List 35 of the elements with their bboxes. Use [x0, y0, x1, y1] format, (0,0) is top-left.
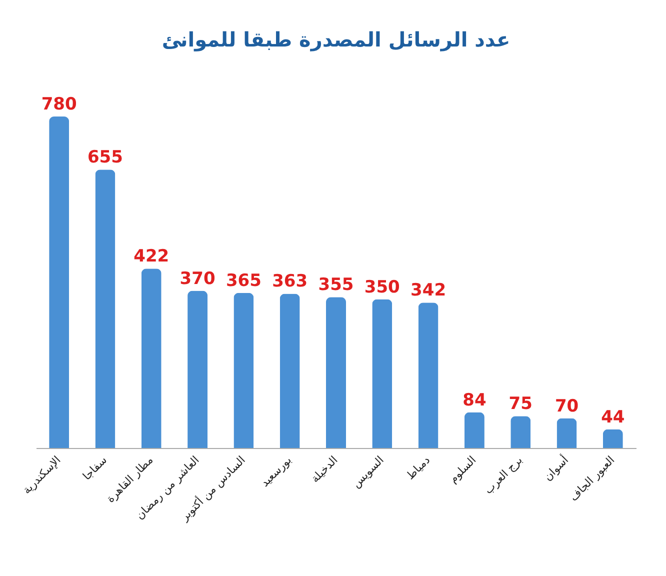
bar [95, 170, 116, 448]
x-tick-label: برج العرب [482, 454, 525, 497]
x-tick-label: سفاجا [80, 454, 110, 483]
data-label: 363 [272, 272, 308, 292]
x-tick-label: بورسعيد [258, 454, 294, 490]
data-label: 342 [410, 280, 446, 301]
data-label: 780 [41, 94, 77, 114]
data-label: 422 [134, 246, 170, 267]
data-label: 365 [226, 270, 262, 291]
x-tick-label: الإسكندرية [20, 454, 64, 497]
data-label: 350 [364, 277, 400, 298]
bar [372, 299, 392, 448]
x-tick-label: دمياط [404, 453, 433, 482]
chart-title: عدد الرسائل المصدرة طبقا للموانئ [162, 28, 510, 52]
bar [280, 294, 300, 448]
bar [326, 297, 346, 448]
bar [602, 429, 623, 448]
data-label: 655 [87, 148, 123, 168]
bar [49, 116, 70, 448]
data-label: 355 [318, 275, 354, 296]
x-tick-label: الدخيلة [308, 454, 340, 486]
bar [234, 292, 254, 448]
bar [510, 416, 531, 448]
bar [141, 268, 162, 448]
x-tick-label: السلوم [446, 454, 479, 486]
bar [418, 302, 438, 448]
bar [464, 412, 484, 448]
data-label: 75 [508, 394, 532, 414]
data-label: 84 [462, 390, 486, 410]
bar [556, 418, 577, 448]
data-label: 370 [180, 268, 216, 289]
data-label: 44 [601, 407, 625, 428]
data-label: 70 [554, 396, 579, 416]
bar [188, 290, 208, 448]
x-tick-label: السويس [350, 454, 386, 490]
